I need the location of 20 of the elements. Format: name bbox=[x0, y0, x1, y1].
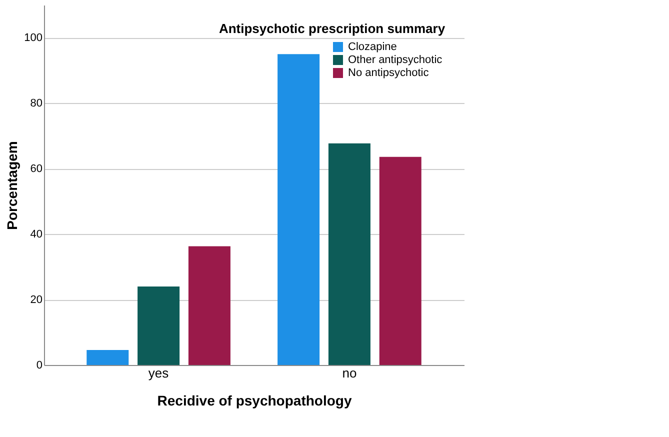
bar bbox=[379, 156, 422, 365]
legend-label: No antipsychotic bbox=[348, 67, 430, 79]
legend-title: Antipsychotic prescription summary bbox=[218, 21, 446, 36]
legend-label: Other antipsychotic bbox=[348, 54, 443, 66]
y-tick-label: 60 bbox=[30, 163, 42, 176]
legend-label: Clozapine bbox=[348, 41, 397, 53]
x-axis-title: Recidive of psychopathology bbox=[157, 392, 352, 408]
y-tick-label: 100 bbox=[24, 32, 42, 44]
y-tick-label: 40 bbox=[30, 228, 42, 241]
bar bbox=[138, 286, 180, 365]
bar bbox=[188, 246, 230, 365]
y-tick-label: 80 bbox=[30, 98, 42, 110]
x-tick-label: no bbox=[342, 366, 357, 380]
bar bbox=[328, 143, 370, 365]
bar bbox=[86, 350, 129, 365]
x-tick-label: yes bbox=[148, 366, 170, 380]
y-tick-label: 0 bbox=[36, 360, 42, 372]
y-tick-label: 20 bbox=[30, 294, 42, 306]
y-axis-title: Porcentagem bbox=[4, 141, 20, 230]
bar bbox=[278, 54, 320, 365]
